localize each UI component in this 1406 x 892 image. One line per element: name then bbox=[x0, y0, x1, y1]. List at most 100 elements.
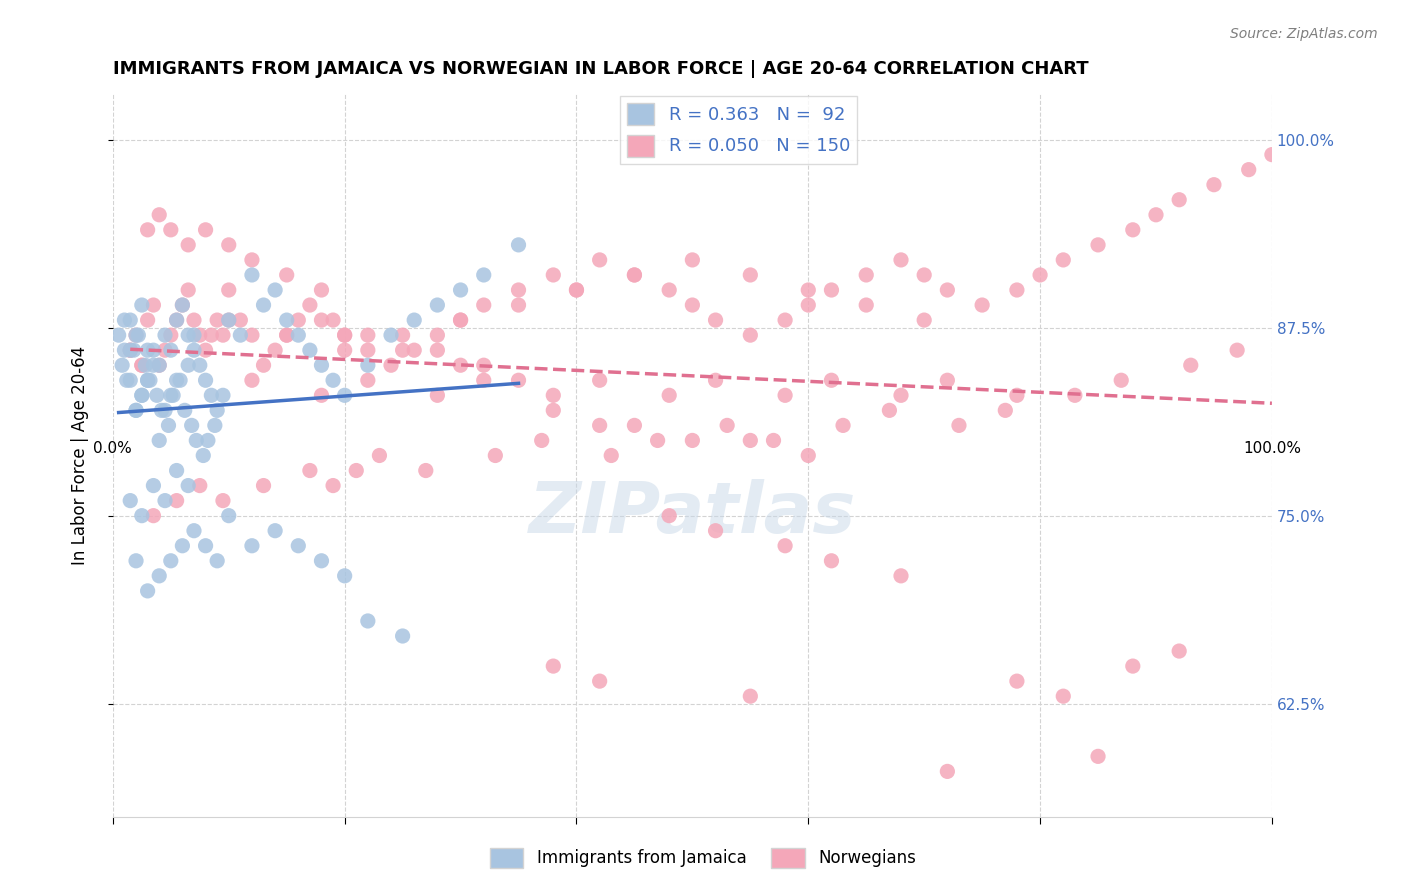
Point bbox=[391, 343, 413, 358]
Point bbox=[197, 434, 219, 448]
Point bbox=[948, 418, 970, 433]
Point bbox=[450, 283, 472, 297]
Point bbox=[600, 449, 623, 463]
Point bbox=[855, 268, 877, 282]
Point bbox=[1122, 223, 1144, 237]
Point bbox=[134, 358, 156, 372]
Point bbox=[368, 449, 391, 463]
Point bbox=[166, 493, 188, 508]
Point bbox=[240, 328, 263, 343]
Text: 0.0%: 0.0% bbox=[93, 441, 132, 456]
Point bbox=[166, 373, 188, 387]
Point bbox=[426, 298, 449, 312]
Point bbox=[623, 268, 645, 282]
Point bbox=[450, 358, 472, 372]
Point bbox=[311, 283, 333, 297]
Point bbox=[543, 403, 565, 417]
Point bbox=[333, 343, 356, 358]
Point bbox=[136, 373, 159, 387]
Point bbox=[218, 283, 240, 297]
Point bbox=[159, 328, 181, 343]
Point bbox=[1052, 252, 1074, 267]
Point bbox=[357, 328, 380, 343]
Point bbox=[508, 238, 530, 252]
Point bbox=[153, 343, 176, 358]
Point bbox=[111, 358, 134, 372]
Point bbox=[1029, 268, 1052, 282]
Point bbox=[142, 478, 165, 492]
Point bbox=[218, 313, 240, 327]
Point bbox=[716, 418, 738, 433]
Point bbox=[357, 358, 380, 372]
Point bbox=[820, 554, 842, 568]
Point bbox=[588, 373, 610, 387]
Point bbox=[820, 373, 842, 387]
Point bbox=[311, 313, 333, 327]
Point bbox=[311, 358, 333, 372]
Point bbox=[1180, 358, 1202, 372]
Point bbox=[357, 343, 380, 358]
Point bbox=[890, 252, 912, 267]
Point bbox=[704, 313, 727, 327]
Point bbox=[565, 283, 588, 297]
Point bbox=[311, 388, 333, 402]
Point bbox=[740, 434, 762, 448]
Point bbox=[131, 508, 153, 523]
Point bbox=[136, 313, 159, 327]
Point bbox=[120, 313, 142, 327]
Point bbox=[322, 313, 344, 327]
Point bbox=[115, 373, 138, 387]
Point bbox=[177, 283, 200, 297]
Point bbox=[426, 388, 449, 402]
Point bbox=[229, 328, 252, 343]
Point bbox=[936, 283, 959, 297]
Point bbox=[1237, 162, 1260, 177]
Point bbox=[148, 208, 170, 222]
Point bbox=[148, 358, 170, 372]
Point bbox=[1005, 388, 1028, 402]
Text: Source: ZipAtlas.com: Source: ZipAtlas.com bbox=[1230, 27, 1378, 41]
Point bbox=[704, 373, 727, 387]
Point bbox=[136, 373, 159, 387]
Point bbox=[120, 373, 142, 387]
Point bbox=[333, 328, 356, 343]
Point bbox=[344, 463, 367, 477]
Point bbox=[218, 313, 240, 327]
Point bbox=[205, 554, 228, 568]
Point bbox=[212, 493, 235, 508]
Point bbox=[1122, 659, 1144, 673]
Point bbox=[588, 418, 610, 433]
Point bbox=[205, 403, 228, 417]
Point bbox=[148, 569, 170, 583]
Point bbox=[148, 434, 170, 448]
Point bbox=[762, 434, 785, 448]
Point bbox=[704, 524, 727, 538]
Point bbox=[972, 298, 994, 312]
Point bbox=[484, 449, 506, 463]
Point bbox=[264, 524, 287, 538]
Point bbox=[194, 223, 217, 237]
Point bbox=[200, 328, 222, 343]
Point bbox=[162, 388, 184, 402]
Point bbox=[450, 313, 472, 327]
Point bbox=[681, 252, 703, 267]
Point bbox=[120, 343, 142, 358]
Point bbox=[472, 358, 495, 372]
Y-axis label: In Labor Force | Age 20-64: In Labor Force | Age 20-64 bbox=[72, 346, 89, 565]
Point bbox=[508, 298, 530, 312]
Point bbox=[380, 358, 402, 372]
Point bbox=[426, 328, 449, 343]
Point bbox=[218, 508, 240, 523]
Point bbox=[131, 358, 153, 372]
Point bbox=[205, 313, 228, 327]
Point bbox=[159, 554, 181, 568]
Point bbox=[146, 388, 169, 402]
Point bbox=[142, 358, 165, 372]
Point bbox=[150, 403, 173, 417]
Point bbox=[131, 388, 153, 402]
Text: 100.0%: 100.0% bbox=[1243, 441, 1301, 456]
Point bbox=[183, 343, 205, 358]
Point bbox=[740, 689, 762, 703]
Point bbox=[912, 268, 935, 282]
Point bbox=[264, 283, 287, 297]
